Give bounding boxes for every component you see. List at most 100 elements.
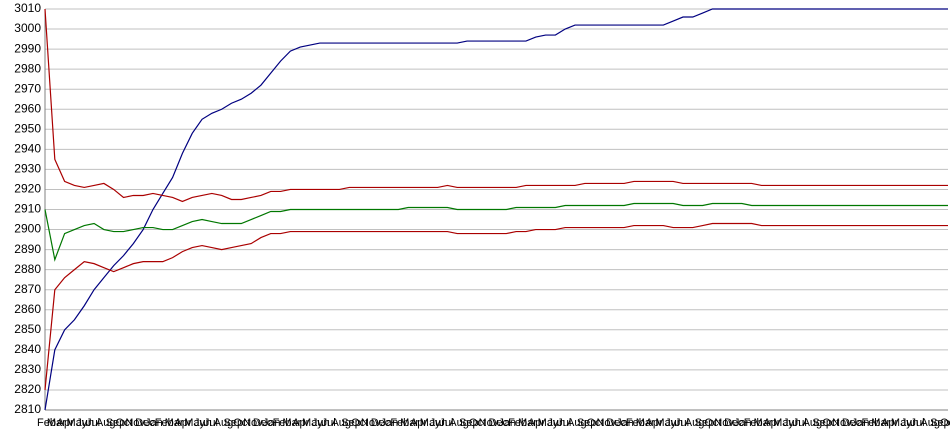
x-tick-label: Oct — [469, 417, 486, 429]
x-tick-label: Apr — [410, 417, 427, 429]
y-tick-label: 2970 — [14, 81, 41, 95]
x-tick-label: May — [538, 417, 559, 429]
x-tick-label: Jan — [263, 417, 281, 429]
x-tick-label: Nov — [479, 417, 499, 429]
y-tick-label: 2990 — [14, 41, 41, 55]
x-tick-label: Sep — [695, 417, 715, 429]
series-line — [44, 8, 948, 411]
x-tick-label: Aug — [567, 417, 587, 429]
y-tick-label: 3000 — [14, 21, 41, 35]
x-tick-label: Nov — [243, 417, 263, 429]
x-tick-label: Nov — [832, 417, 852, 429]
y-tick-label: 2850 — [14, 322, 41, 336]
x-tick-label: May — [773, 417, 794, 429]
y-tick-label: 2900 — [14, 222, 41, 236]
y-tick-label: 2890 — [14, 242, 41, 256]
x-tick-label: Jan — [145, 417, 163, 429]
x-tick-label: May — [184, 417, 205, 429]
x-tick-label: Aug — [803, 417, 823, 429]
x-tick-label: Sep — [341, 417, 361, 429]
x-tick-label: Aug — [214, 417, 234, 429]
y-tick-label: 2980 — [14, 61, 41, 75]
series-line — [44, 8, 948, 203]
x-tick-label: Jul — [911, 417, 925, 429]
x-tick-label: Feb — [861, 417, 880, 429]
x-tick-label: Nov — [361, 417, 381, 429]
x-tick-label: Apr — [174, 417, 191, 429]
y-tick-label: 2940 — [14, 142, 41, 156]
y-tick-label: 2870 — [14, 282, 41, 296]
x-tick-label: Apr — [528, 417, 545, 429]
y-tick-label: 2960 — [14, 101, 41, 115]
x-tick-label: Jan — [852, 417, 870, 429]
x-tick-label: Feb — [37, 417, 56, 429]
x-tick-label: Jan — [616, 417, 634, 429]
x-tick-label: Sep — [930, 417, 950, 429]
x-tick-label: Sep — [223, 417, 243, 429]
x-tick-label: Sep — [459, 417, 479, 429]
x-tick-label: Nov — [596, 417, 616, 429]
x-tick-label: Oct — [704, 417, 721, 429]
x-tick-label: Mar — [518, 417, 537, 429]
x-tick-label: Mar — [47, 417, 66, 429]
x-tick-label: Jun — [783, 417, 801, 429]
x-tick-label: Jan — [734, 417, 752, 429]
x-tick-label: Nov — [125, 417, 145, 429]
x-tick-label: May — [655, 417, 676, 429]
x-tick-label: Sep — [577, 417, 597, 429]
x-tick-label: Jul — [322, 417, 336, 429]
y-tick-label: 2920 — [14, 182, 41, 196]
x-tick-label: Mar — [871, 417, 890, 429]
x-tick-label: Feb — [390, 417, 409, 429]
x-tick-label: Apr — [292, 417, 309, 429]
y-tick-label: 2910 — [14, 202, 41, 216]
x-tick-label: Aug — [449, 417, 469, 429]
y-tick-label: 2860 — [14, 302, 41, 316]
series-line — [44, 222, 948, 391]
x-tick-label: May — [66, 417, 87, 429]
y-tick-label: 2830 — [14, 362, 41, 376]
x-tick-label: Dec — [135, 417, 155, 429]
x-tick-label: Jun — [665, 417, 683, 429]
x-tick-label: Jun — [430, 417, 448, 429]
series-line — [44, 202, 948, 262]
x-tick-label: Dec — [724, 417, 744, 429]
y-tick-label: 2930 — [14, 162, 41, 176]
x-tick-label: Apr — [763, 417, 780, 429]
x-tick-label: Jan — [381, 417, 399, 429]
x-tick-label: Jan — [498, 417, 516, 429]
x-tick-label: Oct — [351, 417, 368, 429]
x-tick-label: Sep — [812, 417, 832, 429]
x-tick-label: Feb — [626, 417, 645, 429]
x-tick-label: May — [891, 417, 912, 429]
y-tick-label: 2810 — [14, 402, 41, 416]
x-tick-label: Apr — [881, 417, 898, 429]
x-tick-label: Jul — [793, 417, 807, 429]
x-tick-label: May — [302, 417, 323, 429]
x-tick-label: Dec — [489, 417, 509, 429]
x-tick-label: Apr — [646, 417, 663, 429]
x-tick-label: Jun — [547, 417, 565, 429]
y-tick-label: 2950 — [14, 121, 41, 135]
x-tick-label: Jun — [76, 417, 94, 429]
x-tick-label: Apr — [57, 417, 74, 429]
y-tick-label: 3010 — [14, 1, 41, 15]
x-tick-label: Mar — [754, 417, 773, 429]
x-tick-label: Jul — [675, 417, 689, 429]
x-tick-label: Aug — [685, 417, 705, 429]
y-tick-label: 2820 — [14, 382, 41, 396]
x-tick-label: Feb — [508, 417, 527, 429]
x-tick-label: Sep — [106, 417, 126, 429]
x-tick-label: Aug — [920, 417, 940, 429]
x-tick-label: Oct — [116, 417, 133, 429]
x-tick-label: Jul — [204, 417, 218, 429]
x-tick-label: Mar — [165, 417, 184, 429]
x-tick-label: Oct — [233, 417, 250, 429]
x-tick-label: Dec — [842, 417, 862, 429]
x-tick-label: Aug — [96, 417, 116, 429]
x-tick-label: Jul — [86, 417, 100, 429]
y-tick-label: 2840 — [14, 342, 41, 356]
x-tick-label: Mar — [400, 417, 419, 429]
x-tick-label: Jul — [439, 417, 453, 429]
